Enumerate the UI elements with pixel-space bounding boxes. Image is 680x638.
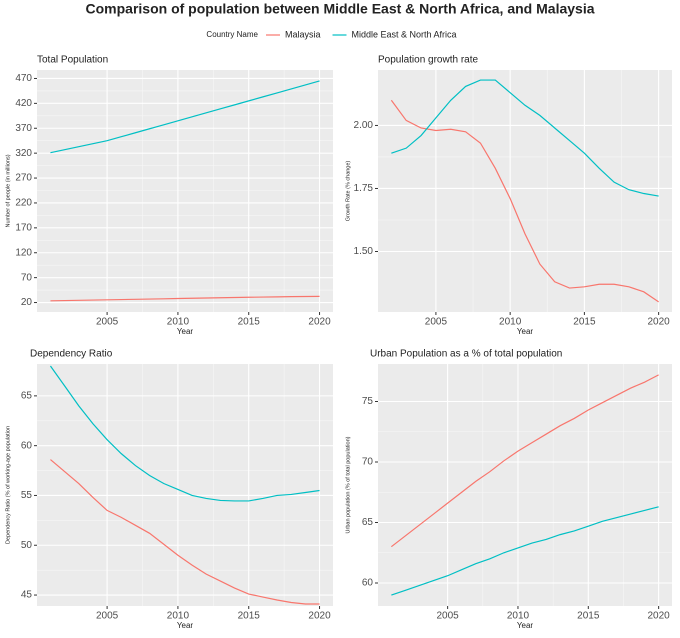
- y-tick-label: 370: [15, 123, 32, 134]
- x-tick-label: 2015: [573, 317, 596, 328]
- panel-title: Population growth rate: [378, 55, 479, 66]
- y-tick-label: 1.75: [354, 183, 374, 194]
- y-axis-label: Growth Rate (% change): [345, 161, 351, 222]
- x-axis-label: Year: [177, 327, 194, 336]
- series-line: [50, 295, 320, 302]
- y-tick-label: 120: [15, 247, 32, 258]
- panel-background: [378, 364, 672, 606]
- x-tick-label: 2015: [238, 611, 261, 622]
- y-tick-label: 65: [362, 517, 374, 528]
- x-tick-label: 2010: [167, 611, 190, 622]
- y-tick-label: 60: [21, 440, 33, 451]
- series-line: [391, 79, 659, 197]
- y-tick-label: 50: [21, 540, 33, 551]
- y-tick-label: 70: [21, 272, 33, 283]
- y-tick-label: 45: [21, 590, 33, 601]
- y-tick-label: 470: [15, 73, 32, 84]
- y-tick-label: 320: [15, 148, 32, 159]
- x-tick-label: 2010: [167, 317, 190, 328]
- series-line: [390, 99, 659, 303]
- y-tick-label: 2.00: [354, 120, 374, 131]
- y-axis-label: Dependency Ratio (% of working-age popul…: [5, 426, 11, 544]
- y-tick-label: 1.50: [354, 246, 374, 257]
- x-axis-label: Year: [517, 621, 534, 630]
- panel-title: Urban Population as a % of total populat…: [370, 349, 562, 360]
- panel-background: [378, 70, 672, 312]
- y-axis-label: Urban population (% of total population): [345, 436, 351, 533]
- x-tick-label: 2010: [499, 317, 522, 328]
- y-axis-label: Number of people (in millions): [5, 154, 11, 227]
- y-tick-label: 420: [15, 98, 32, 109]
- series-line: [49, 365, 320, 502]
- y-tick-label: 75: [362, 396, 374, 407]
- y-tick-label: 220: [15, 198, 32, 209]
- legend-label: Middle East & North Africa: [352, 29, 457, 39]
- x-tick-label: 2020: [648, 611, 671, 622]
- x-tick-label: 2005: [437, 611, 460, 622]
- y-tick-label: 70: [362, 457, 374, 468]
- y-tick-label: 65: [21, 391, 33, 402]
- x-tick-label: 2015: [577, 611, 600, 622]
- series-line: [50, 459, 320, 605]
- y-tick-label: 170: [15, 222, 32, 233]
- legend-title: Country Name: [206, 30, 258, 39]
- panel-title: Dependency Ratio: [30, 349, 113, 360]
- series-line: [50, 80, 320, 154]
- y-tick-label: 60: [362, 578, 374, 589]
- panel-title: Total Population: [37, 55, 108, 66]
- x-axis-label: Year: [177, 621, 194, 630]
- series-line: [390, 374, 659, 548]
- legend-label: Malaysia: [285, 29, 321, 39]
- x-axis-label: Year: [517, 327, 534, 336]
- y-tick-label: 270: [15, 173, 32, 184]
- panel-background: [37, 364, 333, 606]
- chart-title: Comparison of population between Middle …: [86, 1, 595, 17]
- x-tick-label: 2005: [96, 317, 119, 328]
- x-tick-label: 2020: [648, 317, 671, 328]
- y-tick-label: 20: [21, 297, 33, 308]
- x-tick-label: 2020: [308, 317, 331, 328]
- x-tick-label: 2005: [96, 611, 119, 622]
- panel-background: [37, 70, 333, 312]
- x-tick-label: 2015: [238, 317, 261, 328]
- legend: Malaysia Middle East & North Africa: [266, 29, 457, 39]
- x-tick-label: 2020: [308, 611, 331, 622]
- series-line: [391, 506, 659, 596]
- x-tick-label: 2010: [507, 611, 530, 622]
- x-tick-label: 2005: [425, 317, 448, 328]
- y-tick-label: 55: [21, 490, 33, 501]
